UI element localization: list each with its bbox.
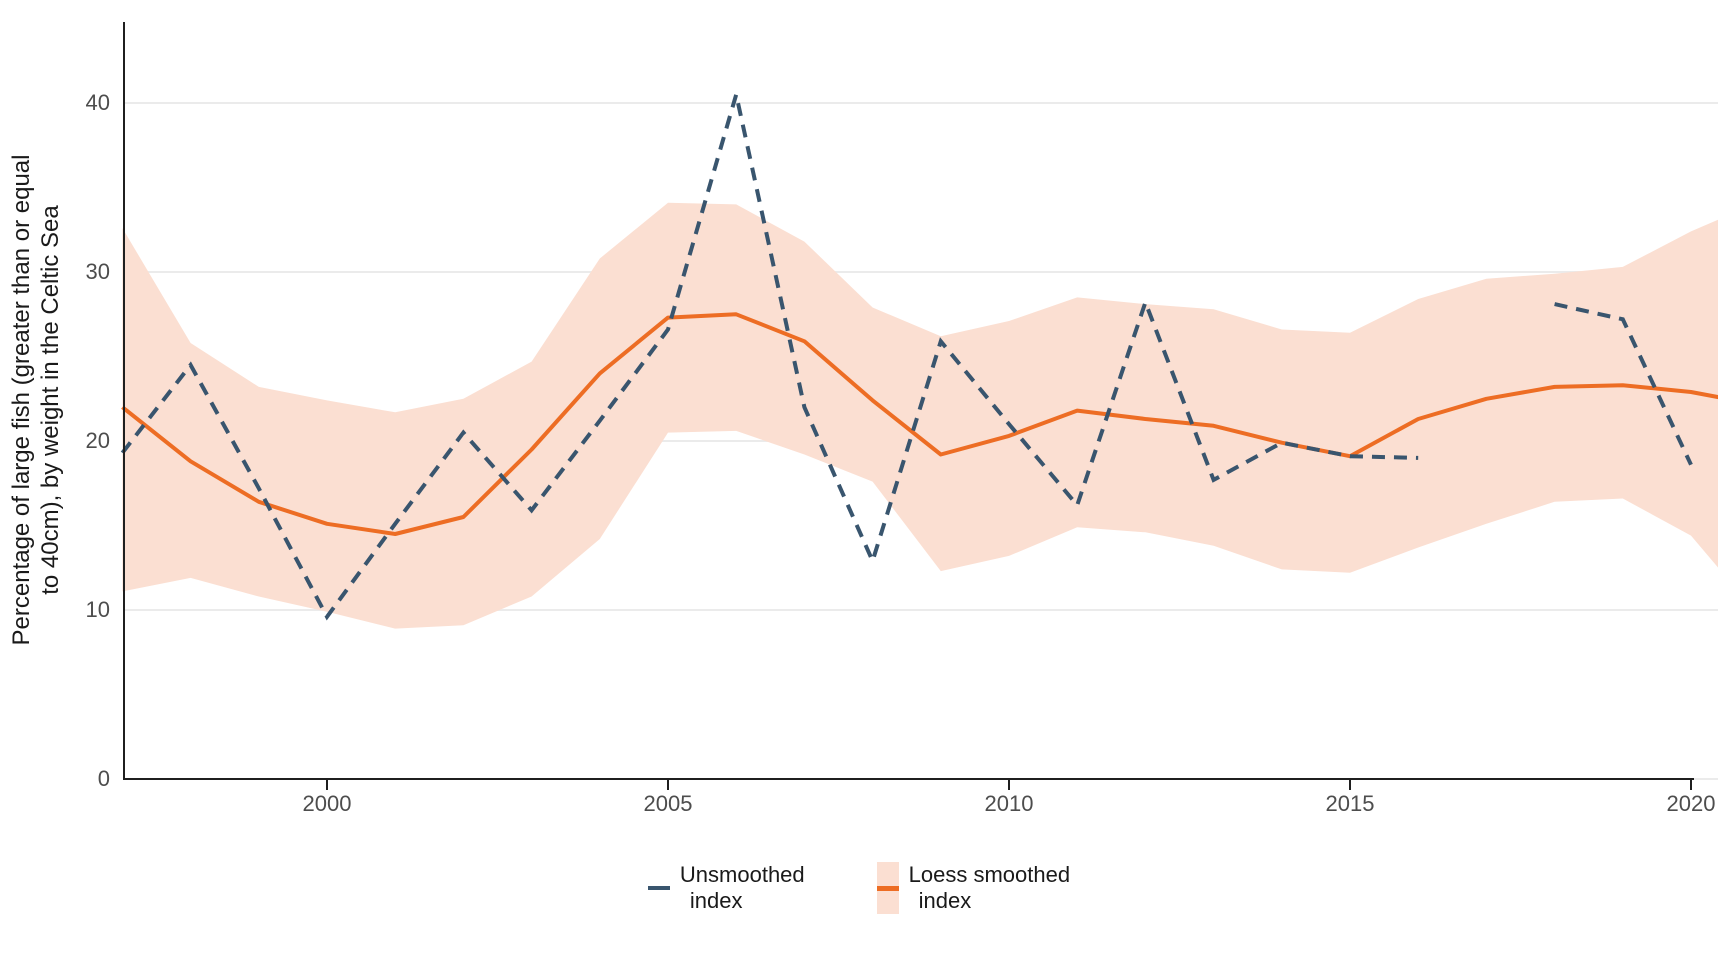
loess-line-swatch [876,885,899,891]
legend-label-unsmoothed: Unsmoothed index [680,862,805,914]
loess-line [121,312,1718,536]
legend-label-line2: index [918,888,972,913]
x-tick-label: 2005 [643,791,693,816]
x-tick-label: 2015 [1325,791,1375,816]
x-tick-label: 2000 [302,791,352,816]
legend-label-line1: Loess smoothed [908,862,1071,887]
legend-label-line1: Unsmoothed [679,862,805,887]
y-axis-title: Percentage of large fish (greater than o… [7,10,65,790]
loess-ribbon-key [876,862,899,914]
legend-item-unsmoothed: Unsmoothed index [647,862,805,914]
y-tick-label: 0 [97,766,110,791]
y-axis-title-line2: to 40cm), by weight in the Celtic Sea [37,205,64,595]
unsmoothed-line [1554,302,1693,466]
y-axis-title-line1: Percentage of large fish (greater than o… [8,154,35,646]
legend-label-line2: index [689,888,743,913]
y-tick-label: 20 [85,428,110,453]
y-tick-label: 30 [85,259,110,284]
dashed-line-swatch [647,886,670,890]
y-tick-label: 40 [85,90,110,115]
unsmoothed-line-key [647,862,670,914]
x-tick-label: 2020 [1666,791,1716,816]
x-tick-label: 2010 [984,791,1034,816]
legend-item-loess: Loess smoothed index [876,862,1070,914]
y-tick-label: 10 [85,597,110,622]
loess-confidence-ribbon [122,202,1718,629]
legend-label-loess: Loess smoothed index [909,862,1070,914]
legend: Unsmoothed index Loess smoothed index [0,862,1718,914]
